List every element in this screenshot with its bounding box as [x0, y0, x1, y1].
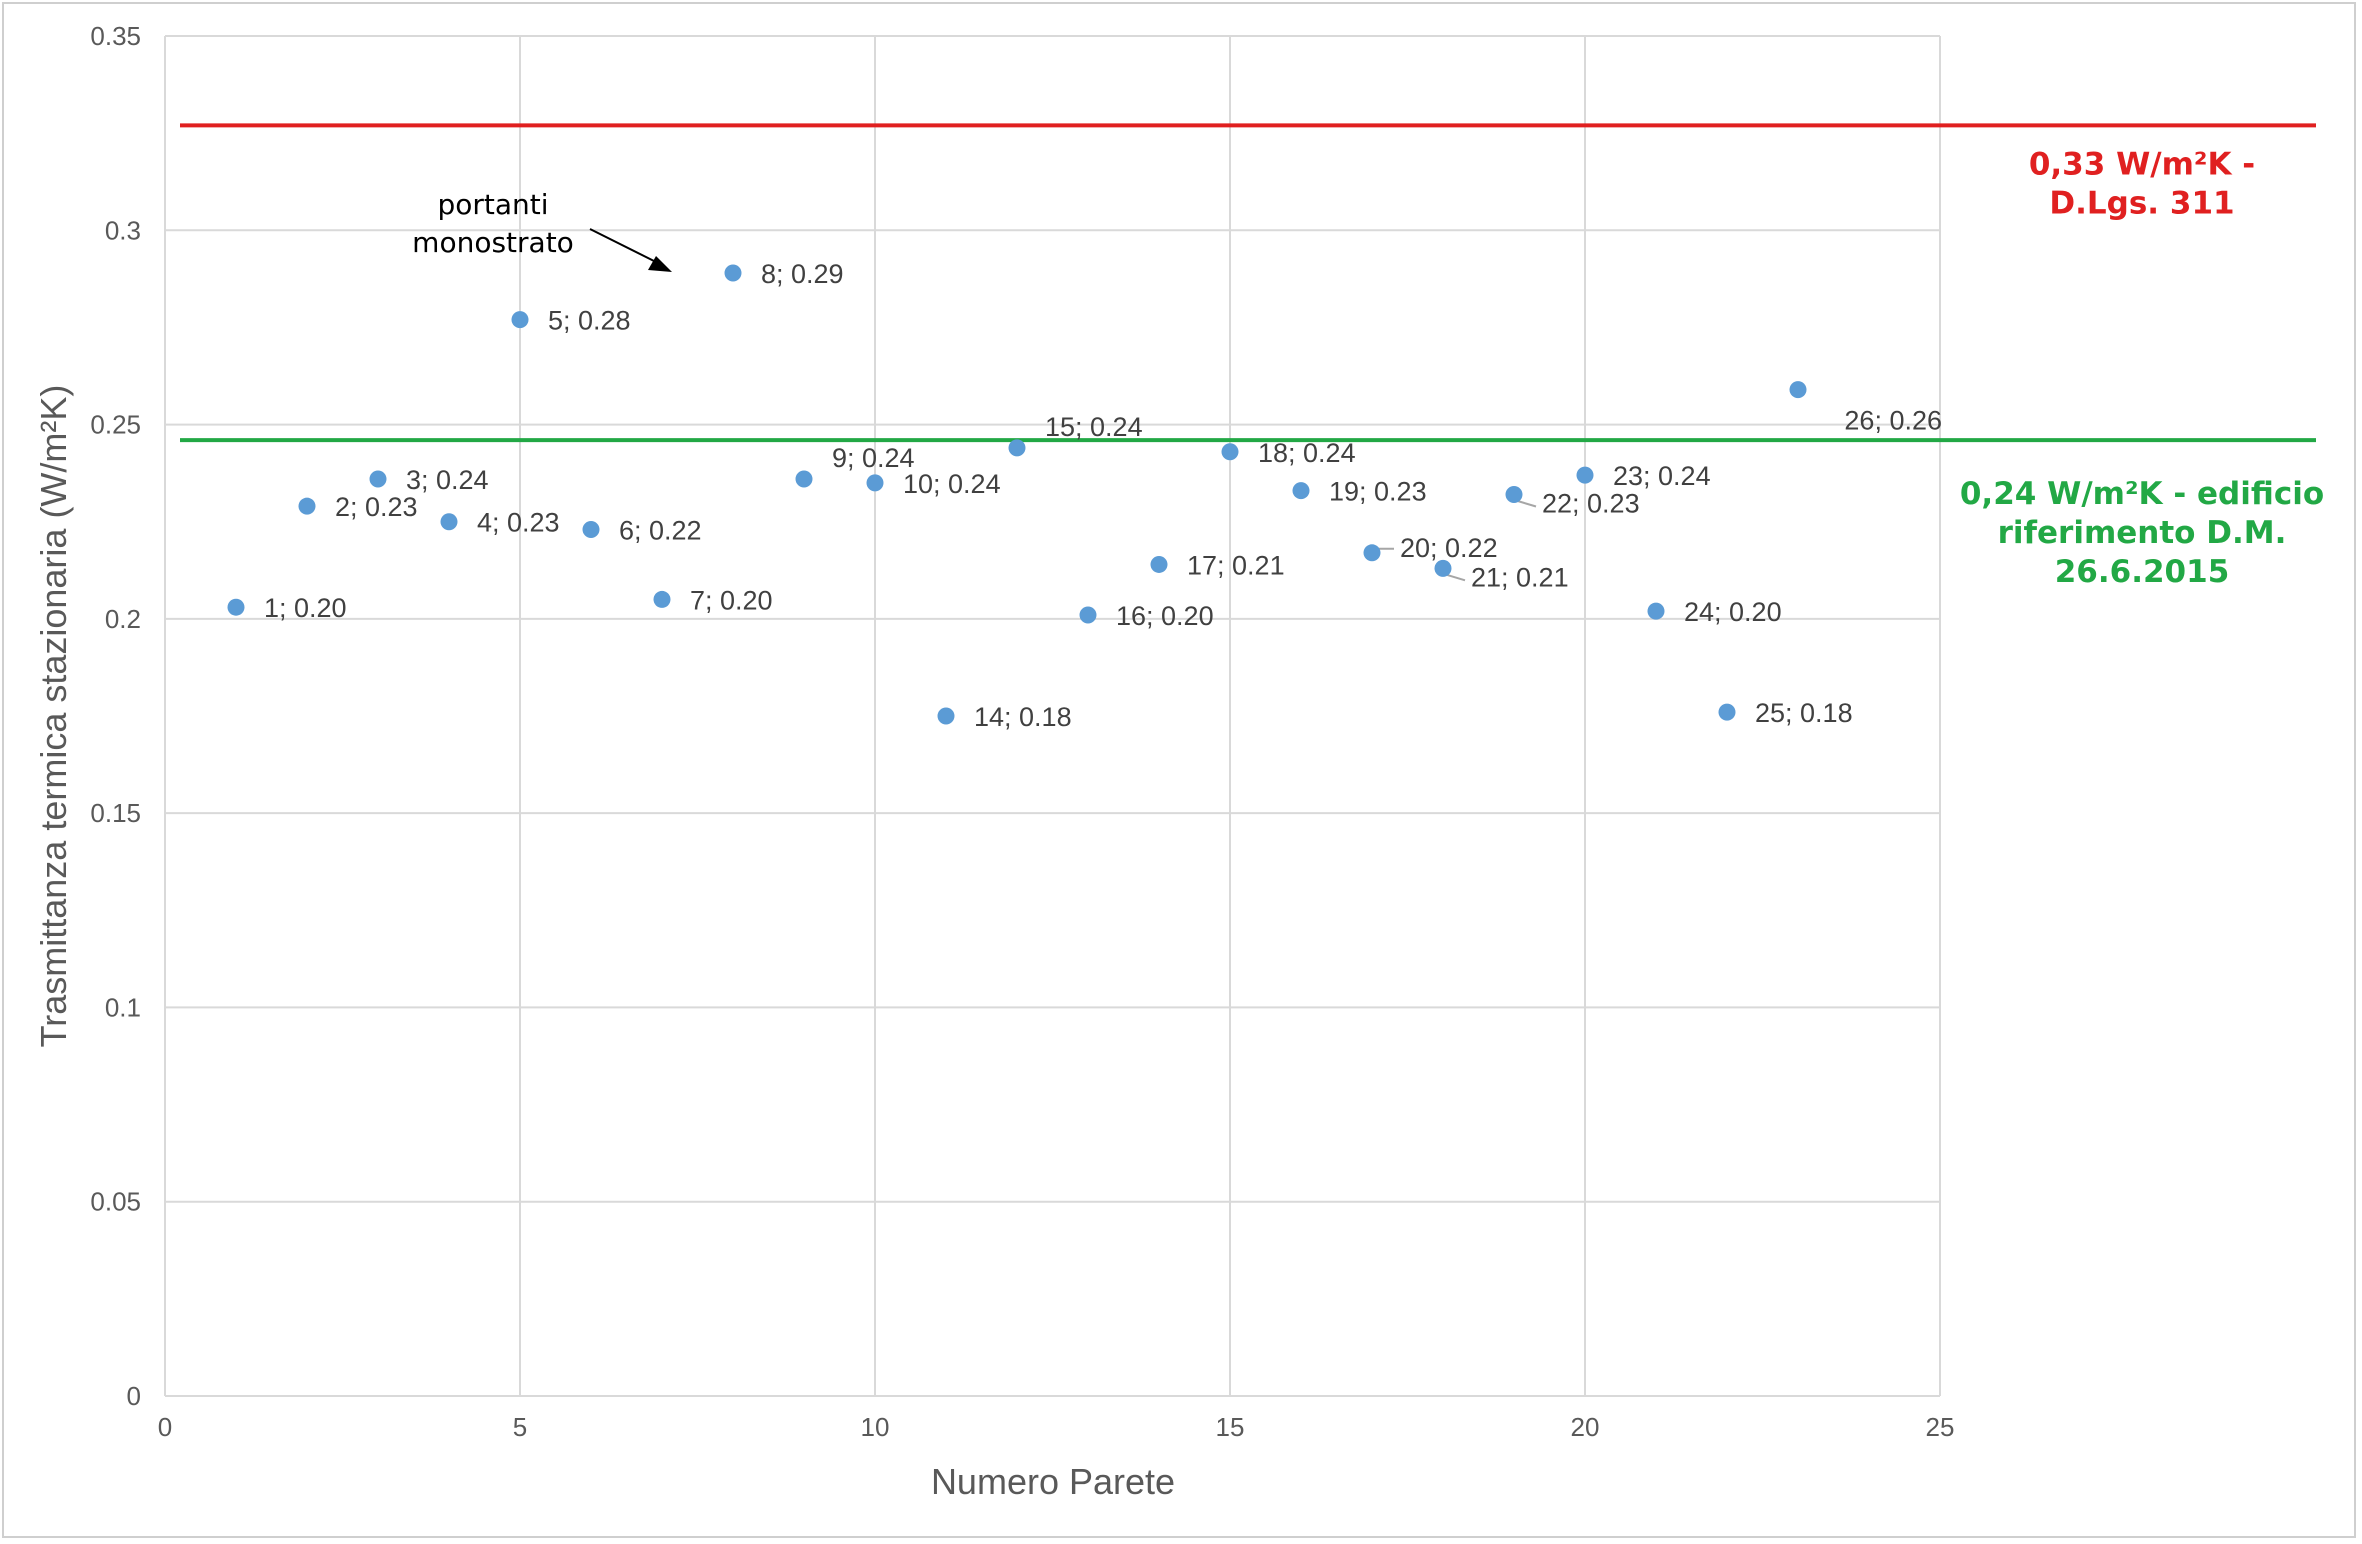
- y-tick-label: 0.2: [105, 604, 141, 634]
- data-label: 26; 0.26: [1844, 406, 1942, 436]
- x-tick-label: 5: [513, 1412, 527, 1442]
- data-label: 3; 0.24: [406, 465, 489, 495]
- data-point: [1292, 482, 1310, 500]
- y-tick-label: 0.25: [90, 410, 141, 440]
- data-point: [1363, 544, 1381, 562]
- y-tick-label: 0.1: [105, 992, 141, 1022]
- data-point: [937, 707, 955, 725]
- grid-lines: [164, 35, 1941, 1397]
- data-point: [440, 513, 458, 531]
- x-axis-label: Numero Parete: [931, 1461, 1175, 1502]
- data-point: [582, 520, 600, 538]
- reference-label: D.Lgs. 311: [2049, 185, 2234, 221]
- data-label: 17; 0.21: [1187, 550, 1285, 580]
- data-label: 4; 0.23: [477, 508, 560, 538]
- data-point: [227, 598, 245, 616]
- data-point: [795, 470, 813, 488]
- data-label: 22; 0.23: [1542, 489, 1640, 519]
- x-tick-label: 20: [1571, 1412, 1600, 1442]
- data-label: 19; 0.23: [1329, 477, 1427, 507]
- reference-label: 0,24 W/m²K - edificio: [1960, 476, 2324, 512]
- data-point: [866, 474, 884, 492]
- y-tick-label: 0.3: [105, 215, 141, 245]
- reference-label: riferimento D.M.: [1998, 515, 2287, 551]
- annotation-portanti-monostrato: portanti monostrato: [412, 188, 672, 272]
- data-point: [369, 470, 387, 488]
- data-label: 2; 0.23: [335, 492, 418, 522]
- data-label: 5; 0.28: [548, 306, 631, 336]
- y-tick-label: 0.35: [90, 21, 141, 51]
- x-tick-label: 10: [861, 1412, 890, 1442]
- data-label: 18; 0.24: [1258, 438, 1356, 468]
- data-label: 1; 0.20: [264, 593, 347, 623]
- y-tick-labels: 0 0.05 0.1 0.15 0.2 0.25 0.3 0.35: [90, 21, 141, 1411]
- data-label: 16; 0.20: [1116, 601, 1214, 631]
- data-point: [653, 590, 671, 608]
- data-point: [1647, 602, 1665, 620]
- data-label: 6; 0.22: [619, 515, 702, 545]
- data-point: [1079, 606, 1097, 624]
- data-points: [227, 264, 1807, 725]
- y-tick-label: 0.05: [90, 1187, 141, 1217]
- data-label: 23; 0.24: [1613, 461, 1711, 491]
- data-point: [1221, 443, 1239, 461]
- data-point: [298, 497, 316, 515]
- data-label: 10; 0.24: [903, 469, 1001, 499]
- data-point: [511, 311, 529, 329]
- data-point: [1150, 555, 1168, 573]
- data-label: 9; 0.24: [832, 443, 915, 473]
- data-point: [1008, 439, 1026, 457]
- data-point: [1789, 381, 1807, 399]
- data-point: [724, 264, 742, 282]
- annotation-arrow-head: [648, 256, 672, 272]
- data-label: 7; 0.20: [690, 585, 773, 615]
- annotation-text: monostrato: [412, 226, 574, 259]
- data-label: 25; 0.18: [1755, 698, 1853, 728]
- data-label: 21; 0.21: [1471, 562, 1569, 592]
- x-tick-label: 0: [158, 1412, 172, 1442]
- data-point: [1718, 703, 1736, 721]
- label-leader-line: [1444, 573, 1466, 582]
- y-tick-label: 0.15: [90, 798, 141, 828]
- data-label: 15; 0.24: [1045, 412, 1143, 442]
- x-tick-labels: 0 5 10 15 20 25: [158, 1412, 1955, 1442]
- x-tick-label: 15: [1216, 1412, 1245, 1442]
- reference-label: 26.6.2015: [2055, 554, 2230, 590]
- reference-label: 0,33 W/m²K -: [2029, 146, 2255, 182]
- data-label: 8; 0.29: [761, 259, 844, 289]
- data-point: [1434, 559, 1452, 577]
- data-point: [1505, 486, 1523, 504]
- data-label: 20; 0.22: [1400, 533, 1498, 563]
- y-axis-label: Trasmittanza termica stazionaria (W/m²K): [33, 385, 74, 1048]
- data-label: 14; 0.18: [974, 702, 1072, 732]
- x-tick-label: 25: [1926, 1412, 1955, 1442]
- data-point: [1576, 466, 1594, 484]
- annotation-arrow-line: [589, 228, 657, 263]
- label-leader-line: [1515, 499, 1537, 508]
- y-tick-label: 0: [127, 1381, 141, 1411]
- data-label: 24; 0.20: [1684, 597, 1782, 627]
- data-labels: 1; 0.20 2; 0.233; 0.24 4; 0.23 5; 0.28 6; 0.…: [264, 259, 1942, 732]
- annotation-text: portanti: [437, 188, 548, 221]
- reference-lines: [180, 123, 2316, 443]
- reference-labels: 0,33 W/m²K -D.Lgs. 311 0,24 W/m²K - edifi…: [1960, 146, 2324, 590]
